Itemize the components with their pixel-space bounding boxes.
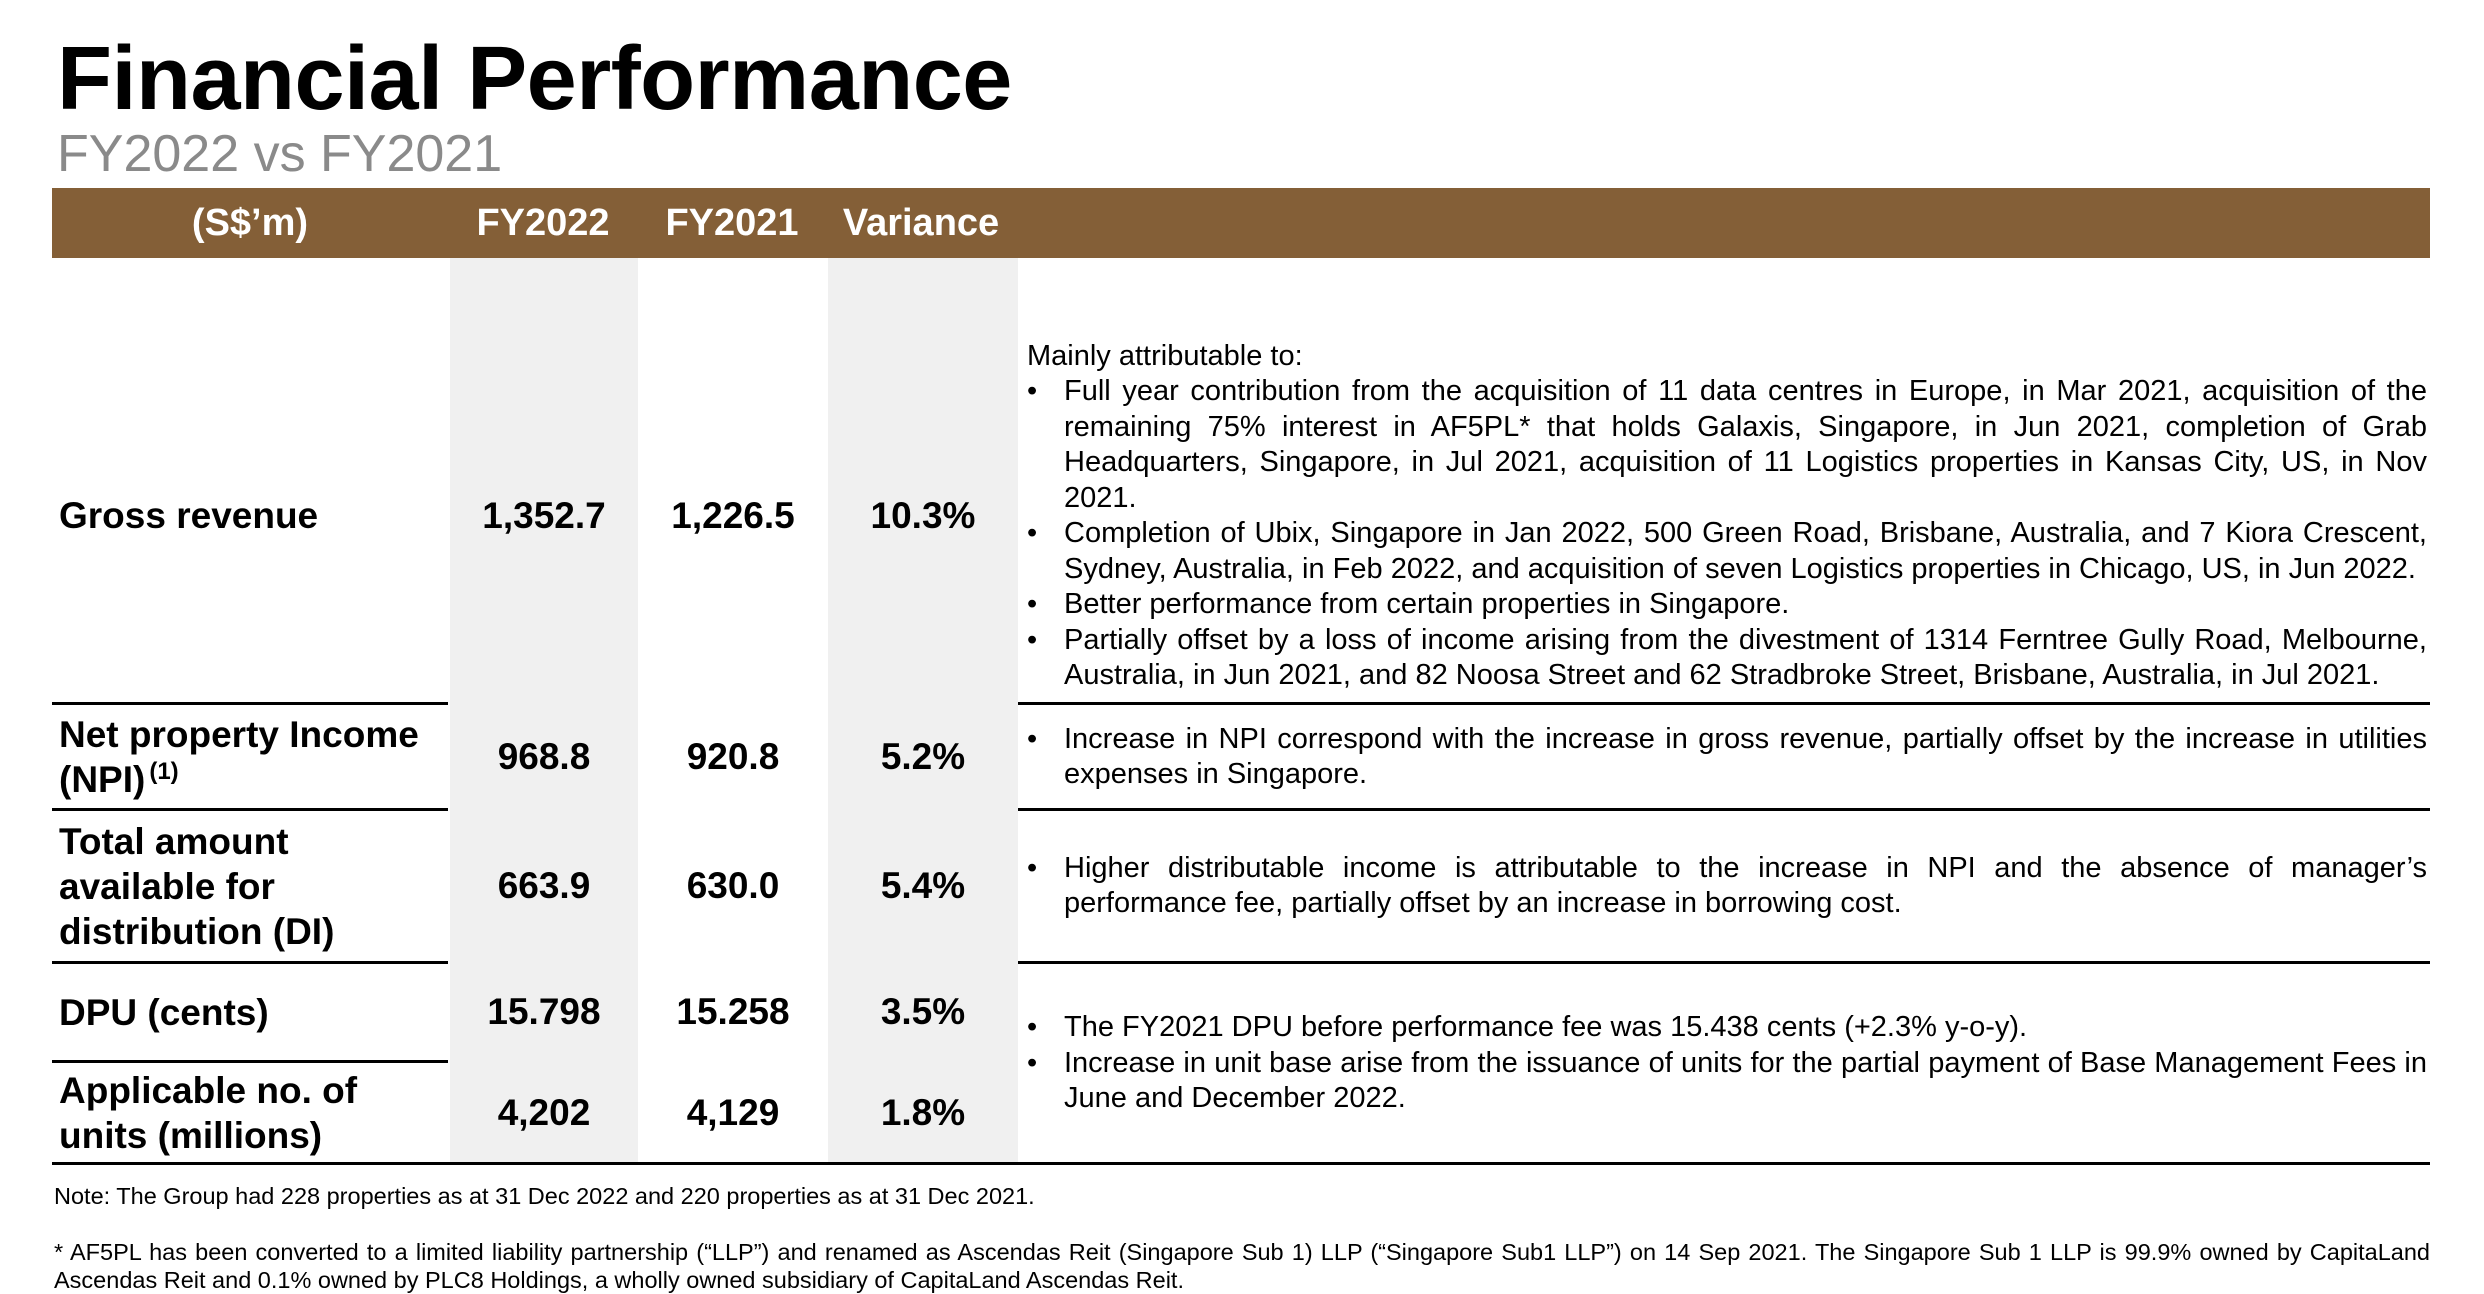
list-item: Increase in unit base arise from the iss… [1027, 1046, 2427, 1117]
list-item: The FY2021 DPU before performance fee wa… [1027, 1010, 2427, 1046]
footnote-text: * AF5PL has been converted to a limited … [54, 1239, 2430, 1293]
table-bottom-rule [52, 1162, 2430, 1165]
gross-revenue-variance: 10.3% [870, 494, 976, 536]
gross-revenue-fy2021: 1,226.5 [671, 494, 795, 536]
list-item: Partially offset by a loss of income ari… [1027, 623, 2427, 694]
list-item: Completion of Ubix, Singapore in Jan 202… [1027, 516, 2427, 587]
di-variance: 5.4% [880, 865, 966, 906]
units-fy2022: 4,202 [497, 1092, 591, 1133]
row-divider [52, 808, 448, 811]
di-fy2021: 630.0 [686, 865, 780, 906]
note-text: Note: The Group had 228 properties as at… [54, 1183, 1035, 1209]
header-unit: (S$’m) [191, 202, 309, 244]
npi-variance: 5.2% [880, 736, 966, 777]
row-divider [52, 1060, 448, 1063]
dpu-fy2022: 15.798 [487, 991, 601, 1032]
gross-revenue-fy2022: 1,352.7 [482, 494, 606, 536]
dpu-variance: 3.5% [880, 991, 966, 1032]
di-fy2022: 663.9 [497, 865, 591, 906]
row-divider [52, 961, 448, 964]
row-label-gross-revenue: Gross revenue [59, 495, 319, 536]
units-variance: 1.8% [880, 1092, 966, 1133]
row-divider [1018, 808, 2430, 811]
row-label-dpu: DPU (cents) [59, 991, 269, 1033]
row-divider [52, 702, 448, 705]
financial-table: (S$’m) FY2022 FY2021 Variance Gross reve… [52, 188, 2430, 1165]
header-fy2021: FY2021 [665, 202, 799, 244]
row-divider [1018, 702, 2430, 705]
gross-revenue-intro: Mainly attributable to: [1027, 339, 1303, 372]
table-header: (S$’m) FY2022 FY2021 Variance [52, 188, 2430, 258]
page-title: Financial Performance [57, 29, 1012, 129]
npi-description: Increase in NPI correspond with the incr… [1027, 705, 2427, 809]
fy2022-column-shade [450, 258, 638, 1163]
list-item: Full year contribution from the acquisit… [1027, 374, 2427, 516]
npi-fy2022: 968.8 [497, 736, 591, 777]
units-fy2021: 4,129 [686, 1092, 780, 1133]
di-description: Higher distributable income is attributa… [1027, 811, 2427, 961]
row-label-units: Applicable no. of units (millions) [59, 1070, 358, 1156]
npi-fy2021: 920.8 [686, 736, 780, 777]
row-divider [1018, 961, 2430, 964]
list-item: Better performance from certain properti… [1027, 587, 2427, 623]
row-label-npi: Net property Income (NPI) (1) [59, 714, 419, 800]
footnote-marker: (1) [149, 757, 179, 785]
variance-column-shade [828, 258, 1018, 1163]
list-item: Increase in NPI correspond with the incr… [1027, 722, 2427, 793]
gross-revenue-description: Mainly attributable to: Full year contri… [1027, 266, 2427, 766]
header-variance: Variance [842, 202, 1000, 244]
row-label-di: Total amount available for distribution … [59, 820, 335, 952]
page-subtitle: FY2022 vs FY2021 [57, 125, 503, 183]
list-item: Higher distributable income is attributa… [1027, 851, 2427, 922]
dpu-fy2021: 15.258 [676, 991, 790, 1032]
header-fy2022: FY2022 [476, 202, 610, 244]
dpu-units-description: The FY2021 DPU before performance fee wa… [1027, 964, 2427, 1163]
